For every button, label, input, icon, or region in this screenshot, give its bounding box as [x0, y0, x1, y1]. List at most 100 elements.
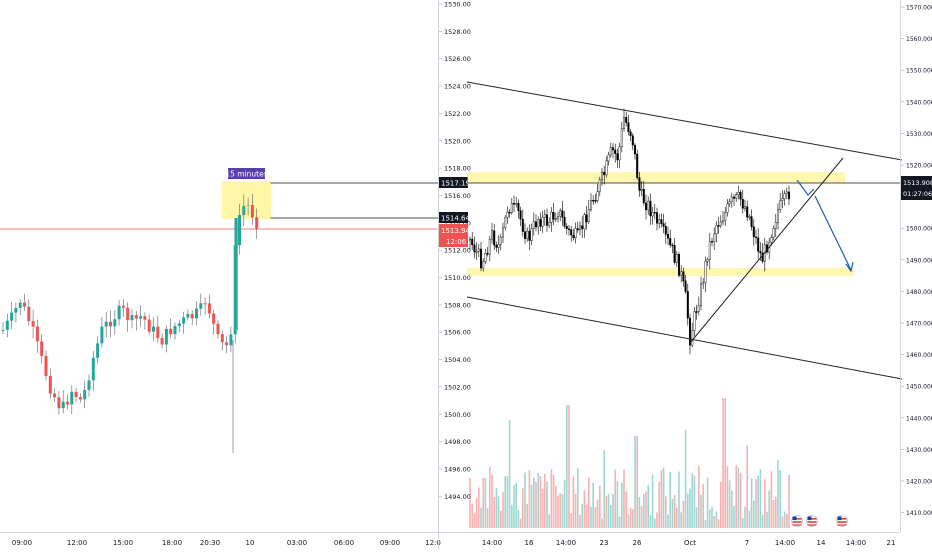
candle-body	[75, 392, 78, 397]
upper-level-tag: 1517.19	[441, 180, 470, 188]
candle-body	[775, 222, 777, 228]
candle-body	[773, 229, 775, 238]
volume-bar	[689, 489, 691, 528]
volume-bar	[782, 516, 784, 528]
volume-bar	[643, 494, 645, 528]
volume-bar	[608, 494, 610, 528]
candle-body	[700, 284, 702, 306]
volume-bar	[744, 506, 746, 528]
volume-bar	[603, 450, 605, 528]
volume-bar	[544, 474, 546, 528]
candle-body	[718, 225, 720, 226]
volume-bar	[537, 473, 539, 528]
economic-event-flag-us-icon[interactable]	[792, 516, 803, 527]
volume-bar	[669, 472, 671, 528]
candle-body	[238, 215, 241, 245]
volume-bar	[601, 519, 603, 528]
price-tick-label: 1504.00	[444, 356, 471, 364]
volume-bar	[632, 509, 634, 528]
candle-body	[617, 154, 619, 160]
volume-bar	[678, 472, 680, 528]
candle-body	[731, 197, 733, 202]
candle-body	[122, 306, 125, 308]
candle-body	[678, 254, 680, 275]
candle-body	[10, 313, 13, 321]
volume-bar	[518, 510, 520, 528]
highlight-zone[interactable]	[222, 181, 271, 219]
candle-body	[566, 226, 568, 228]
volume-bar	[577, 468, 579, 528]
support-zone[interactable]	[467, 268, 854, 276]
interval-badge-label: 15 minutes	[225, 170, 267, 179]
time-label: 14:00	[846, 539, 866, 547]
candle-body	[161, 338, 164, 344]
candle-body	[606, 161, 608, 175]
candle-body	[204, 303, 207, 304]
candle-body	[553, 212, 555, 219]
volume-bar	[702, 484, 704, 528]
volume-bar	[597, 500, 599, 528]
candle-body	[546, 215, 548, 226]
candle-body	[564, 217, 566, 226]
candle-body	[235, 218, 238, 330]
price-tick-label: 1520.00	[444, 137, 471, 145]
candle-body	[542, 217, 544, 226]
volume-bar	[535, 482, 537, 528]
price-tick-label: 1518.00	[444, 165, 471, 173]
volume-bar	[685, 430, 687, 528]
candle-body	[199, 303, 202, 308]
price-tick-label: 1524.00	[444, 83, 471, 91]
volume-bar	[687, 494, 689, 528]
economic-event-flag-us-icon[interactable]	[807, 516, 818, 527]
candle-body	[590, 200, 592, 209]
candle-body	[174, 326, 177, 334]
candle-body	[19, 303, 22, 308]
volume-bar	[619, 517, 621, 528]
volume-bar	[595, 507, 597, 528]
volume-bar	[634, 436, 636, 528]
price-tick-label: 1530.000	[906, 131, 932, 138]
candle-body	[683, 272, 685, 281]
price-tick-label: 1440.000	[906, 415, 932, 422]
candle-body	[676, 254, 678, 262]
candle-body	[45, 356, 48, 376]
candle-body	[680, 272, 682, 276]
candle-body	[92, 358, 95, 381]
candle-body	[771, 237, 773, 242]
tag-upper-level: 1517.19	[439, 177, 470, 188]
candle-body	[636, 154, 638, 178]
candle-body	[575, 229, 577, 238]
resistance-zone[interactable]	[467, 172, 845, 183]
candle-body	[612, 148, 614, 150]
volume-bar	[533, 478, 535, 528]
candle-body	[247, 205, 250, 206]
volume-bar	[777, 460, 779, 528]
candle-body	[654, 212, 656, 213]
candle-body	[562, 211, 564, 217]
candle-body	[96, 343, 99, 357]
economic-event-flag-us-icon[interactable]	[837, 516, 848, 527]
volume-bar	[562, 494, 564, 528]
volume-bar	[764, 479, 766, 528]
candle-body	[669, 238, 671, 245]
volume-bar	[729, 480, 731, 528]
candle-body	[105, 322, 108, 327]
candle-body	[738, 192, 740, 194]
candle-body	[533, 222, 535, 229]
volume-bar	[694, 476, 696, 528]
volume-bar	[548, 515, 550, 528]
candle-body	[713, 234, 715, 242]
last-price-tag: 1513.94	[441, 227, 470, 235]
volume-bar	[661, 470, 663, 528]
candle-body	[652, 212, 654, 216]
candle-body	[489, 239, 491, 254]
price-tick-label: 1502.00	[444, 383, 471, 391]
candle-body	[57, 397, 60, 408]
volume-bar	[491, 475, 493, 528]
candle-body	[526, 231, 528, 239]
volume-bar	[738, 468, 740, 528]
tag-last-price: 1513.94 12:06	[439, 224, 470, 247]
candle-body	[619, 147, 621, 160]
candle-body	[471, 239, 473, 245]
candle-body	[687, 291, 689, 318]
